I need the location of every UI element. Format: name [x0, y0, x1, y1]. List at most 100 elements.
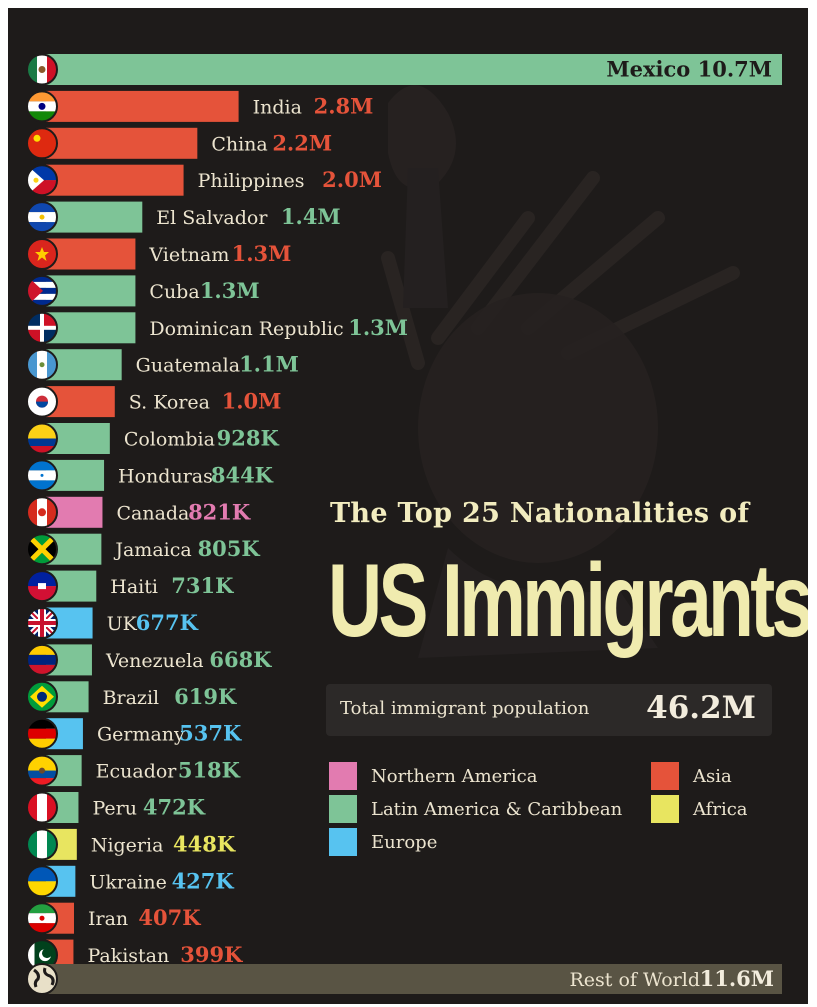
bar-value: 537K: [179, 721, 242, 746]
peru-flag-icon: [27, 792, 57, 823]
bar-label: Philippines: [198, 170, 305, 192]
bar-label: Ukraine: [89, 871, 167, 893]
iran-flag-icon-part: [39, 915, 45, 921]
infographic-panel: Mexico 10.7M India 2.8M China 2.2M Philippine…: [8, 8, 808, 1004]
bar-mexico: [46, 54, 782, 85]
legend-swatch-europe: [329, 828, 357, 856]
bar-label: Cuba: [149, 281, 199, 303]
bar-label: Dominican Republic: [149, 318, 343, 340]
china-flag-icon-part: [33, 134, 41, 142]
uk-flag-icon-ring: [26, 607, 58, 639]
germany-flag-icon-ring: [26, 717, 58, 750]
legend-label: Northern America: [371, 766, 538, 787]
ecuador-flag-icon-part: [27, 755, 57, 771]
ecuador-flag-icon-part: [27, 770, 57, 779]
bar-value: 399K: [180, 942, 243, 967]
jamaica-flag-icon-part: [27, 534, 42, 565]
bar-label-mexico: Mexico 10.7M: [606, 57, 772, 82]
india-flag-icon-part: [27, 111, 57, 122]
venezuela-flag-icon-ring: [26, 643, 58, 676]
bar-label: UK: [107, 613, 138, 635]
jamaica-flag-icon-ring: [26, 533, 58, 566]
bar-value: 2.8M: [314, 93, 374, 118]
venezuela-flag-icon-part: [27, 644, 57, 655]
haiti-flag-icon-part: [38, 583, 46, 590]
uk-flag-icon-part: [27, 621, 57, 625]
legend-swatch-asia: [651, 762, 679, 790]
india-flag-icon-part: [27, 91, 57, 102]
bar-label: India: [253, 96, 302, 118]
el-salvador-flag-icon-ring: [26, 201, 58, 234]
mexico-flag-icon-ring: [26, 53, 58, 86]
bar-el-salvador: [46, 201, 143, 233]
bar-label: Pakistan: [87, 945, 169, 967]
peru-flag-icon-part: [37, 792, 47, 823]
bar-china: [46, 127, 198, 159]
philippines-flag-icon-part: [33, 177, 39, 183]
germany-flag-icon-part: [27, 728, 57, 739]
canada-flag-icon: [27, 497, 57, 528]
total-population-value: 46.2M: [646, 690, 756, 726]
vietnam-flag-icon-ring: [26, 238, 58, 270]
bar-label: Jamaica: [113, 539, 191, 561]
bar-value: 427K: [172, 868, 235, 893]
haiti-flag-icon: [27, 571, 57, 602]
bar-label: Haiti: [110, 576, 158, 598]
legend-label: Africa: [693, 799, 748, 820]
bar-vietnam: [46, 238, 136, 270]
bar-label: Nigeria: [91, 834, 164, 856]
bar-label: Iran: [88, 908, 128, 930]
bar-value: 619K: [174, 684, 237, 709]
el-salvador-flag-icon-part: [39, 214, 45, 220]
chart-title: The Top 25 Nationalities of: [330, 498, 750, 529]
nigeria-flag-icon-ring: [26, 828, 58, 861]
iran-flag-icon-part: [27, 923, 57, 934]
south-korea-flag-icon-ring: [26, 385, 58, 418]
peru-flag-icon-part: [27, 792, 37, 823]
bar-value: 1.3M: [200, 278, 260, 303]
haiti-flag-icon-ring: [26, 570, 58, 603]
haiti-flag-icon-part: [27, 571, 57, 587]
legend-label: Asia: [693, 766, 732, 787]
total-population-label: Total immigrant population: [340, 698, 590, 719]
bar-value: 2.0M: [322, 167, 382, 192]
bar-dominican-republic: [46, 312, 136, 344]
cuba-flag-icon-part: [27, 293, 57, 300]
haiti-flag-icon-part: [27, 586, 57, 602]
bar-india: [46, 90, 239, 122]
colombia-flag-icon: [27, 423, 57, 454]
guatemala-flag-icon-ring: [26, 348, 58, 381]
bar-label: Colombia: [124, 429, 215, 451]
bar-value: 731K: [171, 573, 234, 598]
nigeria-flag-icon: [27, 829, 57, 860]
canada-flag-icon-ring: [26, 496, 58, 529]
ecuador-flag-icon-part: [39, 767, 45, 774]
colombia-flag-icon-part: [27, 438, 57, 446]
bar-label-rest-of-world: Rest of World: [570, 969, 701, 991]
philippines-flag-icon: [27, 165, 57, 196]
south-korea-flag-icon-part: [36, 401, 48, 408]
ecuador-flag-icon-part: [27, 778, 57, 786]
bar-label: Honduras: [118, 465, 213, 487]
globe-icon-ring: [26, 963, 58, 995]
venezuela-flag-icon-part: [27, 664, 57, 675]
globe-icon-part: [33, 967, 55, 988]
bar-value: 407K: [138, 905, 201, 930]
ecuador-flag-icon: [27, 755, 57, 786]
bar-rest-of-world: [46, 964, 782, 994]
bar-value: 1.4M: [281, 204, 341, 229]
india-flag-icon-ring: [26, 90, 58, 123]
venezuela-flag-icon: [27, 644, 57, 675]
canada-flag-icon-part: [27, 497, 37, 528]
bar-value: 2.2M: [272, 130, 332, 155]
honduras-flag-icon-part: [27, 460, 57, 471]
honduras-flag-icon-part: [40, 473, 44, 477]
bar-cuba: [46, 275, 136, 307]
ukraine-flag-icon-ring: [26, 865, 58, 898]
honduras-flag-icon: [27, 460, 57, 491]
venezuela-flag-icon-part: [27, 654, 57, 665]
colombia-flag-icon-ring: [26, 422, 58, 455]
legend-swatch-africa: [651, 795, 679, 823]
mexico-flag-icon: [27, 54, 57, 85]
legend-swatch-northern-america: [329, 762, 357, 790]
